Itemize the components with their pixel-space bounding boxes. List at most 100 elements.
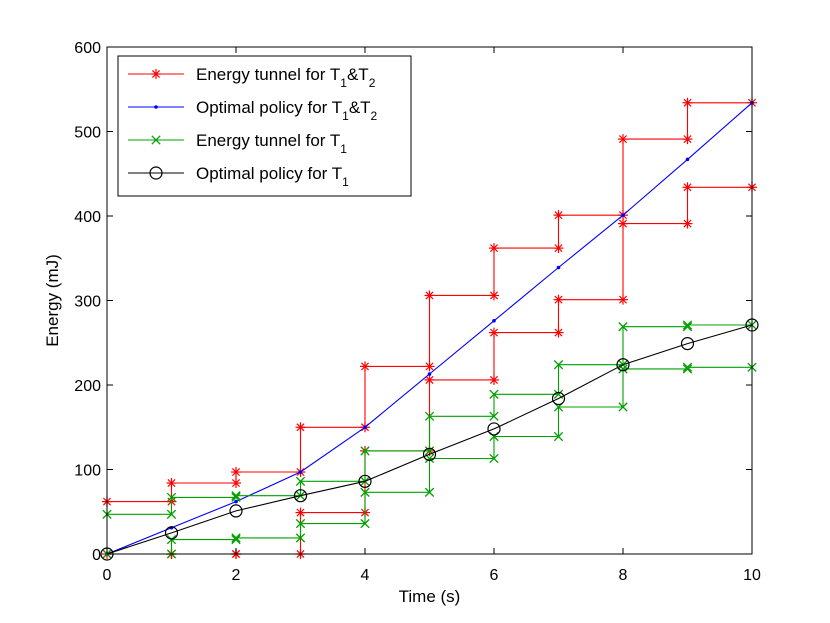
- energy-tunnel-for-t1-and-t2-upper-point-d2: [554, 211, 563, 220]
- energy-tunnel-for-t1-and-t2-upper-point: [166, 478, 177, 489]
- energy-tunnel-for-t1-upper-point-d2: [424, 446, 435, 456]
- energy-tunnel-for-t1-and-t2-upper-point: [231, 467, 241, 478]
- energy-tunnel-for-t1-upper-point-d2: [682, 320, 693, 330]
- energy-tunnel-for-t1-upper-point: [489, 389, 499, 399]
- energy-tunnel-for-t1-upper-point-d2: [231, 492, 241, 503]
- legend-swatch-marker-dot: [154, 105, 158, 109]
- energy-tunnel-for-t1-upper-point: [424, 411, 435, 421]
- legend-swatch-marker-d2: [151, 135, 161, 145]
- energy-tunnel-for-t1-lower-point-d2: [360, 518, 370, 529]
- energy-tunnel-for-t1-and-t2-lower-point-d2: [489, 375, 499, 384]
- energy-tunnel-for-t1-and-t2-lower-point: [682, 182, 693, 193]
- energy-tunnel-for-t1-upper-point-d2: [166, 492, 177, 503]
- energy-tunnel-for-t1-and-t2-upper-point-d2: [683, 98, 692, 107]
- energy-tunnel-for-t1-and-t2-lower-point: [489, 374, 499, 385]
- energy-tunnel-for-t1-lower-point-d2: [618, 364, 628, 374]
- optimal-policy-for-t1-and-t2-point: [234, 499, 238, 504]
- energy-tunnel-for-t1-and-t2-upper-point-d2: [489, 244, 499, 253]
- energy-tunnel-for-t1-and-t2-lower-point-d2: [489, 328, 499, 337]
- energy-tunnel-for-t1-and-t2-lower-point-d2: [296, 508, 305, 517]
- energy-tunnel-for-t1-and-t2-upper-point-d2: [167, 478, 176, 488]
- legend-swatch-marker-ring: [149, 166, 163, 180]
- optimal-policy-for-t1-and-t2-point-dot: [556, 265, 561, 270]
- energy-tunnel-for-t1-and-t2-upper-point: [489, 290, 499, 301]
- energy-tunnel-for-t1-upper-point-d2: [424, 411, 435, 421]
- optimal-policy-for-t1-and-t2-point: [556, 265, 561, 270]
- energy-tunnel-for-t1-and-t2-upper-point-d2: [231, 468, 241, 477]
- energy-tunnel-for-t1-and-t2-upper-point-d2: [618, 135, 628, 144]
- optimal-policy-for-t1-and-t2-point: [298, 470, 303, 474]
- energy-tunnel-for-t1-and-t2-lower-point: [424, 374, 435, 385]
- legend-swatch-marker: [154, 105, 158, 109]
- energy-tunnel-for-t1-lower-point: [618, 402, 628, 412]
- energy-tunnel-for-t1-upper-point-d2: [295, 476, 306, 486]
- optimal-policy-for-t1-point: [358, 474, 372, 488]
- energy-tunnel-for-t1-lower-point-d2: [424, 453, 435, 464]
- energy-tunnel-for-t1-lower-point-d2: [424, 487, 435, 497]
- optimal-policy-for-t1-point: [164, 526, 179, 540]
- energy-tunnel-for-t1-and-t2-lower-point: [618, 218, 628, 229]
- x-tick-label: 2: [232, 567, 241, 584]
- optimal-policy-for-t1-point-ring: [164, 526, 179, 540]
- energy-tunnel-for-t1-upper-point: [682, 322, 693, 332]
- optimal-policy-for-t1-and-t2-point-dot: [234, 499, 238, 504]
- energy-tunnel-for-t1-and-t2-lower-point-d2: [618, 219, 628, 228]
- energy-tunnel-for-t1-series: [102, 320, 757, 559]
- energy-tunnel-for-t1-lower-point-d2: [295, 533, 306, 543]
- legend-label-part: Optimal policy for T: [196, 98, 342, 117]
- energy-tunnel-for-t1-upper-point: [166, 492, 177, 503]
- energy-tunnel-for-t1-lower-point: [553, 431, 564, 442]
- energy-tunnel-for-t1-and-t2-upper-point: [231, 478, 241, 489]
- optimal-policy-for-t1-and-t2-series: [105, 100, 754, 556]
- energy-tunnel-for-t1-upper-point-d2: [360, 446, 370, 456]
- energy-tunnel-for-t1-lower-point: [682, 362, 693, 372]
- energy-tunnel-for-t1-and-t2-upper-point-d2: [360, 362, 370, 371]
- energy-tunnel-for-t1-and-t2-lower-point: [553, 294, 564, 305]
- energy-tunnel-for-t1-and-t2-upper-point: [424, 361, 435, 372]
- energy-tunnel-for-t1-upper-point: [295, 476, 306, 486]
- legend-label-part: &T: [349, 98, 371, 117]
- energy-tunnel-for-t1-upper-point-d2: [166, 509, 177, 519]
- energy-tunnel-for-t1-and-t2-lower-point: [489, 327, 499, 338]
- energy-tunnel-for-t1-upper-point: [553, 360, 564, 370]
- y-tick-label: 0: [92, 547, 101, 564]
- optimal-policy-for-t1-and-t2-point-dot: [363, 425, 367, 430]
- energy-tunnel-for-t1-lower-point-d2: [295, 518, 306, 529]
- energy-tunnel-for-t1-and-t2-upper-point: [618, 134, 628, 145]
- energy-tunnel-for-t1-and-t2-upper-point-d2: [296, 423, 305, 432]
- energy-tunnel-for-t1-lower-point: [166, 534, 177, 545]
- energy-tunnel-for-t1-lower-point-d2: [682, 364, 693, 374]
- optimal-policy-for-t1-and-t2-point: [492, 318, 496, 323]
- optimal-policy-for-t1-point: [616, 358, 630, 372]
- energy-tunnel-for-t1-and-t2-lower-point: [618, 294, 628, 305]
- legend-swatch-marker: [151, 135, 161, 145]
- optimal-policy-for-t1-point-ring: [293, 489, 308, 503]
- legend-swatch-marker-d2: [151, 69, 161, 79]
- energy-tunnel-for-t1-and-t2-upper-point: [489, 243, 499, 254]
- energy-tunnel-for-t1-upper-point: [231, 492, 241, 503]
- legend-label-part: 2: [369, 76, 376, 90]
- energy-tunnel-for-t1-lower-point-d2: [682, 362, 693, 372]
- optimal-policy-for-t1-and-t2-point: [363, 425, 367, 430]
- legend-label: Energy tunnel for T1&T2: [196, 65, 376, 90]
- optimal-policy-for-t1-line: [106, 324, 753, 555]
- energy-tunnel-for-t1-lower-point-d2: [553, 431, 564, 442]
- legend-swatch-marker: [149, 166, 163, 180]
- energy-tunnel-for-t1-and-t2-upper-point: [553, 210, 564, 221]
- energy-tunnel-for-t1-upper-point-d2: [489, 389, 499, 399]
- energy-tunnel-for-t1-and-t2-lower-point-d2: [683, 183, 692, 192]
- y-tick-label: 300: [74, 294, 101, 311]
- y-axis-label: Energy (mJ): [43, 254, 62, 347]
- y-tick-label: 200: [74, 378, 101, 395]
- legend-label: Optimal policy for T1: [196, 164, 349, 189]
- legend-entry: Optimal policy for T1: [128, 164, 349, 189]
- energy-tunnel-for-t1-and-t2-upper-point: [553, 243, 564, 254]
- energy-tunnel-for-t1-upper-point: [360, 446, 370, 456]
- legend-entry: Optimal policy for T1&T2: [128, 98, 378, 123]
- energy-tunnel-for-t1-lower-point: [682, 364, 693, 374]
- energy-tunnel-for-t1-lower-point: [360, 487, 370, 497]
- energy-tunnel-for-t1-and-t2-upper-point: [682, 97, 693, 108]
- energy-tunnel-for-t1-and-t2-lower-point: [295, 507, 306, 518]
- energy-tunnel-for-t1-and-t2-lower-point-d2: [425, 375, 434, 384]
